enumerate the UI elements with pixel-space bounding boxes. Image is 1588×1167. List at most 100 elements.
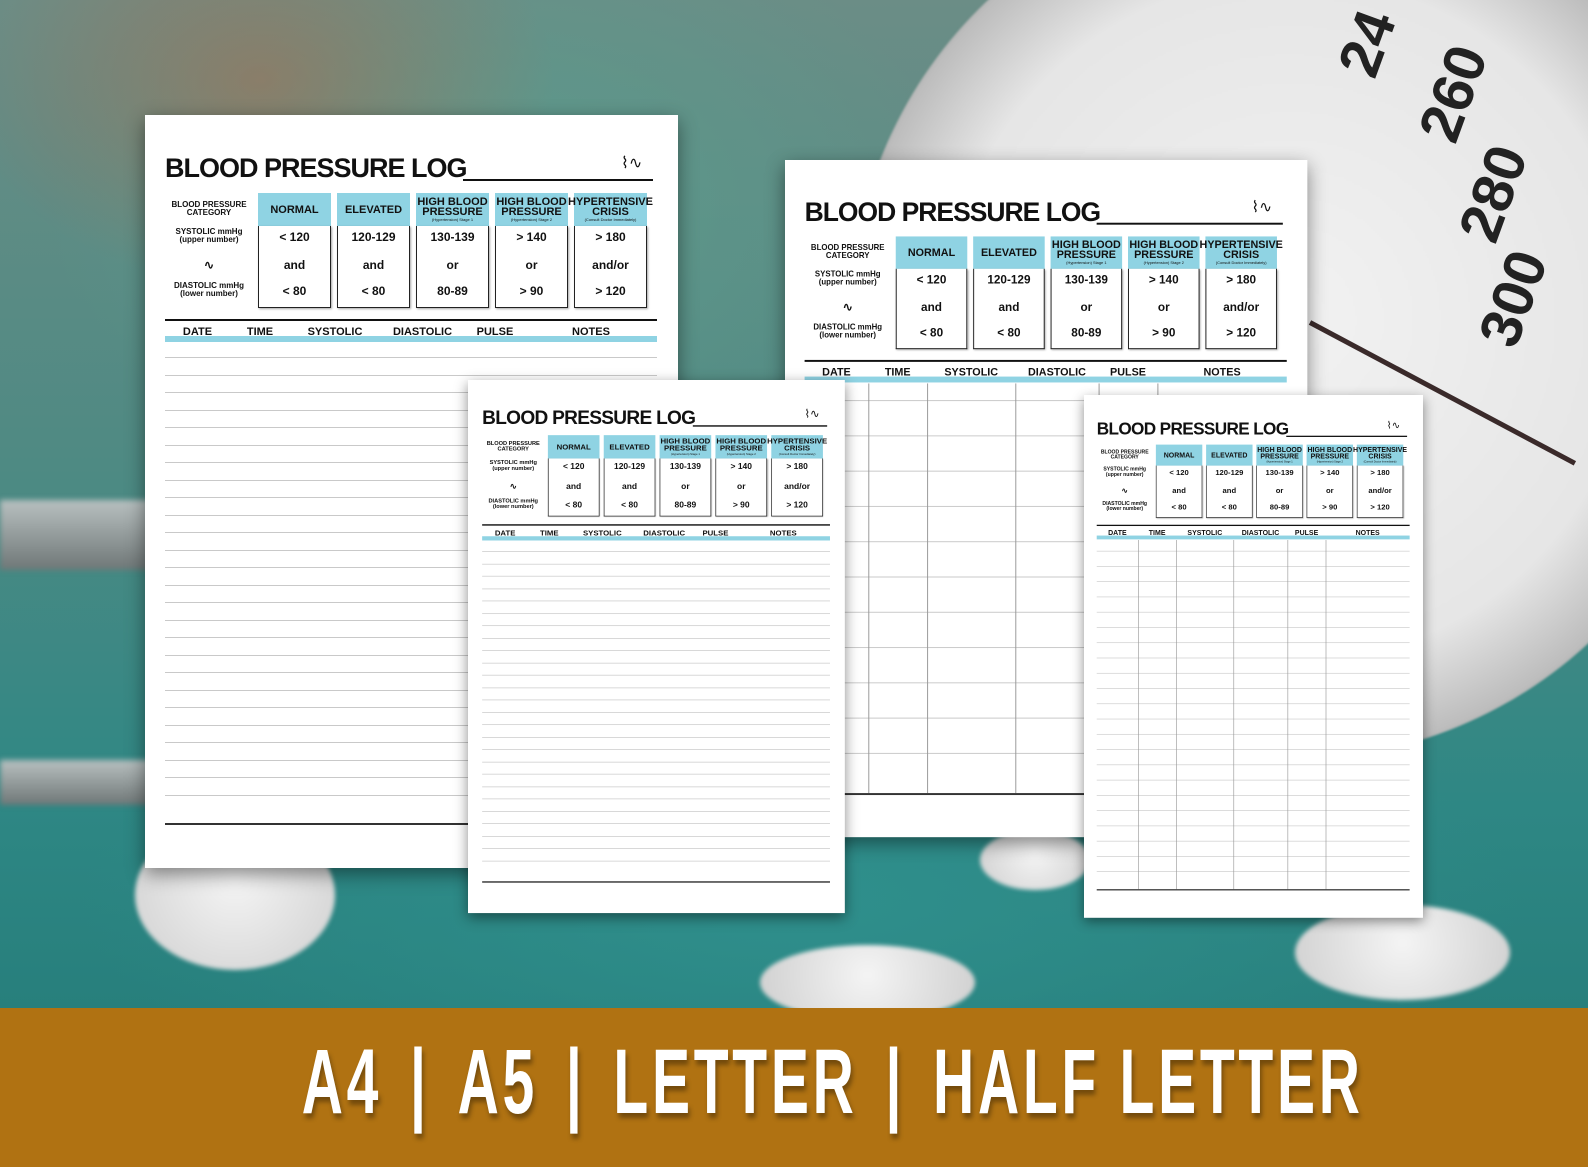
page-title: BLOOD PRESSURE LOG bbox=[804, 197, 1101, 227]
column-divider bbox=[1176, 540, 1177, 890]
column-header-systolic: SYSTOLIC bbox=[582, 529, 622, 538]
connector: and bbox=[998, 300, 1020, 314]
heartbeat-icon: ⌇∿ bbox=[804, 408, 820, 421]
pulse-icon: ∿ bbox=[509, 481, 517, 491]
diastolic-range: 80-89 bbox=[674, 499, 697, 510]
systolic-range: < 120 bbox=[562, 461, 585, 472]
column-header-strip bbox=[165, 336, 657, 342]
column-header-diastolic: DIASTOLIC bbox=[643, 529, 686, 538]
banner-separator: | bbox=[409, 1031, 430, 1133]
category-name: HIGH BLOOD PRESSURE bbox=[496, 196, 567, 218]
log-line bbox=[482, 551, 830, 552]
diastolic-range: > 120 bbox=[1370, 502, 1390, 512]
column-header-strip bbox=[804, 376, 1287, 383]
log-line bbox=[1096, 688, 1410, 689]
category-header: HYPERTENSIVE CRISIS (Consult Doctor Immed… bbox=[568, 193, 653, 226]
column-divider bbox=[1015, 383, 1017, 794]
category-name: HIGH BLOOD PRESSURE bbox=[1257, 446, 1302, 461]
log-line bbox=[165, 654, 657, 656]
diastolic-range: < 80 bbox=[1171, 502, 1187, 512]
log-line bbox=[804, 576, 1287, 578]
log-line bbox=[165, 374, 657, 376]
log-line bbox=[482, 835, 830, 837]
category-name: ELEVATED bbox=[344, 203, 403, 216]
category-name: NORMAL bbox=[907, 246, 956, 259]
log-line bbox=[482, 687, 830, 688]
log-line bbox=[1096, 581, 1410, 582]
column-header-date: DATE bbox=[1108, 529, 1127, 537]
log-line bbox=[804, 435, 1287, 437]
category-subtitle: (Hypertension) Stage 2 bbox=[1143, 259, 1184, 265]
category-header: ELEVATED bbox=[1206, 444, 1253, 466]
category-subtitle: (Hypertension) Stage 1 bbox=[1266, 459, 1293, 464]
category-name: HIGH BLOOD PRESSURE bbox=[1307, 446, 1353, 461]
diastolic-range: < 80 bbox=[565, 499, 583, 510]
log-line bbox=[482, 823, 830, 824]
column-header-strip bbox=[1096, 535, 1410, 540]
log-line bbox=[165, 619, 657, 621]
category-header: HYPERTENSIVE CRISIS (Consult Doctor Immed… bbox=[1353, 444, 1407, 466]
title-underline bbox=[692, 425, 828, 427]
log-line bbox=[1096, 566, 1410, 567]
systolic-row-label: SYSTOLIC mmHg (upper number) bbox=[489, 459, 537, 472]
connector: and/or bbox=[592, 258, 629, 272]
log-line bbox=[482, 650, 830, 651]
systolic-range: < 120 bbox=[279, 230, 310, 244]
column-divider bbox=[1233, 540, 1235, 890]
category-header: ELEVATED bbox=[337, 193, 410, 226]
log-line bbox=[165, 357, 657, 358]
title-underline bbox=[1096, 222, 1283, 225]
connector: or bbox=[737, 481, 746, 491]
column-header-notes: NOTES bbox=[572, 326, 610, 338]
category-header: HIGH BLOOD PRESSURE (Hypertension) Stage … bbox=[1128, 236, 1200, 269]
log-line bbox=[165, 427, 657, 428]
log-line bbox=[165, 637, 657, 638]
connector: and bbox=[622, 481, 638, 491]
diastolic-range: 80-89 bbox=[1269, 502, 1290, 512]
category-subtitle: (Hypertension) Stage 2 bbox=[1316, 459, 1343, 464]
column-header-date: DATE bbox=[822, 366, 851, 379]
log-line bbox=[482, 848, 830, 849]
category-box bbox=[574, 226, 647, 308]
log-line bbox=[165, 462, 657, 463]
banner-separator: | bbox=[565, 1031, 586, 1133]
log-line bbox=[482, 588, 830, 589]
category-subtitle: (Consult Doctor Immediately) bbox=[584, 217, 637, 222]
stethoscope-tube bbox=[0, 760, 150, 805]
diastolic-range: > 90 bbox=[519, 284, 544, 298]
systolic-range: 130-139 bbox=[1064, 272, 1108, 287]
category-name: HIGH BLOOD PRESSURE bbox=[417, 196, 488, 218]
connector: and bbox=[362, 258, 385, 272]
category-name: ELEVATED bbox=[1211, 451, 1248, 459]
diastolic-range: < 80 bbox=[1221, 502, 1237, 512]
diastolic-row-label: DIASTOLIC mmHg (lower number) bbox=[173, 281, 245, 298]
category-subtitle: (Hypertension) Stage 1 bbox=[670, 452, 700, 456]
category-header: HIGH BLOOD PRESSURE (Hypertension) Stage … bbox=[416, 193, 489, 226]
systolic-range: 120-129 bbox=[987, 272, 1031, 287]
column-header-systolic: SYSTOLIC bbox=[944, 366, 999, 379]
diastolic-range: < 80 bbox=[361, 284, 386, 298]
log-line bbox=[1096, 871, 1410, 872]
connector: and bbox=[1222, 485, 1237, 495]
category-subtitle: (Hypertension) Stage 1 bbox=[1066, 259, 1107, 265]
log-line bbox=[804, 611, 1287, 613]
column-header-notes: NOTES bbox=[1203, 366, 1241, 379]
category-name: HYPERTENSIVE CRISIS bbox=[1353, 446, 1408, 461]
category-header: ELEVATED bbox=[603, 435, 656, 459]
column-header-date: DATE bbox=[494, 529, 516, 538]
size-banner: A4 | A5 | LETTER | HALF LETTER bbox=[0, 1008, 1588, 1167]
category-box bbox=[659, 458, 712, 517]
systolic-row-label: SYSTOLIC mmHg (upper number) bbox=[175, 227, 243, 244]
category-name: HYPERTENSIVE CRISIS bbox=[1199, 239, 1283, 261]
log-line bbox=[482, 724, 830, 726]
category-header: HIGH BLOOD PRESSURE (Hypertension) Stage … bbox=[1256, 444, 1303, 466]
log-line bbox=[165, 742, 657, 743]
category-box bbox=[715, 458, 768, 517]
log-line bbox=[165, 602, 657, 603]
category-box bbox=[1256, 465, 1303, 518]
diastolic-range: < 80 bbox=[919, 325, 944, 340]
log-line bbox=[482, 711, 830, 713]
pulse-icon: ∿ bbox=[1121, 485, 1128, 495]
diastolic-range: > 120 bbox=[1226, 325, 1257, 340]
stethoscope-tube bbox=[0, 500, 150, 570]
